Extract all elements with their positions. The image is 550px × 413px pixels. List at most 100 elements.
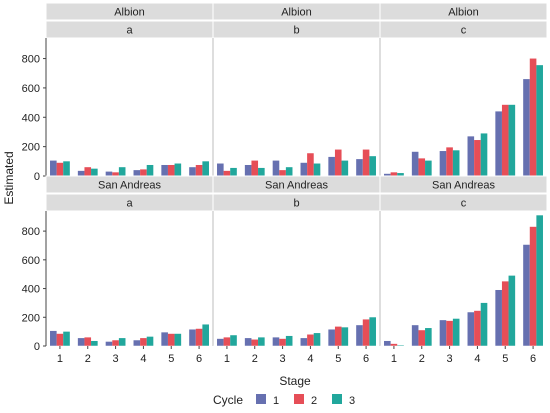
bar [523, 79, 530, 176]
bar [439, 320, 447, 346]
bar [140, 338, 147, 346]
bar [411, 151, 419, 176]
bar [452, 318, 460, 346]
bar [50, 160, 57, 176]
x-tick-label: 4 [140, 353, 146, 365]
bar [307, 334, 314, 346]
bar [523, 244, 530, 346]
bar [313, 163, 321, 176]
x-tick-label: 6 [196, 353, 202, 365]
panel-albion-c: Albion c [379, 2, 548, 177]
legend: Cycle 1 2 3 [213, 393, 355, 407]
facet-strip-row-label: Albion [448, 7, 479, 19]
bar [272, 160, 280, 176]
bar [161, 164, 168, 176]
y-tick-label: 0 [34, 341, 40, 353]
facet-strip-col-label: c [461, 198, 467, 210]
x-tick-label: 6 [363, 353, 369, 365]
bar [105, 341, 113, 346]
bar [536, 215, 543, 346]
bar [467, 312, 475, 346]
bar [334, 326, 342, 346]
facet-strip-row-label: San Andreas [432, 180, 495, 192]
bar [230, 335, 237, 346]
bar [474, 140, 481, 176]
bar [285, 167, 293, 176]
bar [91, 168, 98, 176]
bar [63, 331, 70, 346]
facet-strip-col-label: c [461, 25, 467, 37]
y-tick-label: 0 [34, 171, 40, 183]
bar [140, 169, 147, 176]
bar [223, 337, 231, 346]
bar [480, 302, 488, 346]
y-tick-label: 800 [22, 54, 40, 66]
facet-strip-col-label: b [293, 198, 299, 210]
y-tick-label: 400 [22, 284, 40, 296]
bar [446, 147, 453, 176]
x-tick-label: 6 [530, 353, 536, 365]
bar [390, 172, 398, 176]
legend-swatch [256, 394, 266, 404]
bar [84, 337, 92, 346]
y-tick-label: 600 [22, 255, 40, 267]
bar [251, 339, 259, 346]
bar [189, 167, 196, 176]
panel-san-andreas-b: San Andreas b 1 2 3 4 5 6 [212, 175, 381, 365]
bar [300, 338, 308, 346]
bar [285, 335, 293, 346]
bar [223, 170, 231, 176]
y-tick-label: 800 [22, 226, 40, 238]
bar [397, 173, 404, 176]
legend-label: 2 [311, 395, 317, 407]
bar [452, 150, 460, 176]
bar [480, 133, 488, 176]
bar [91, 340, 98, 346]
bar [529, 58, 537, 176]
x-tick-label: 3 [447, 353, 453, 365]
facet-strip-row-label: San Andreas [98, 180, 161, 192]
bar [300, 162, 308, 176]
bar [508, 104, 516, 176]
bar [217, 163, 224, 176]
x-tick-label: 3 [280, 353, 286, 365]
bar [341, 327, 349, 346]
bar [328, 329, 335, 346]
facet-strip-row-label: Albion [114, 7, 145, 19]
bar [313, 333, 321, 346]
bar [529, 226, 537, 346]
x-tick-label: 3 [113, 353, 119, 365]
bar [411, 325, 419, 346]
bar [307, 153, 314, 176]
bar [425, 328, 432, 346]
bar [112, 172, 119, 176]
bar [174, 333, 182, 346]
bar [439, 151, 447, 176]
bar [279, 170, 286, 176]
bar [56, 333, 64, 346]
bar [133, 340, 141, 346]
bar [84, 167, 92, 176]
bar [384, 173, 391, 176]
bar [195, 164, 203, 176]
facet-strip-col-label: b [293, 25, 299, 37]
bar [495, 289, 502, 346]
y-tick-label: 600 [22, 83, 40, 95]
bar [161, 332, 168, 346]
bar [362, 149, 370, 176]
x-tick-label: 2 [419, 353, 425, 365]
facet-strip-col [379, 193, 548, 212]
bar [495, 111, 502, 176]
bar [174, 163, 182, 176]
panel-san-andreas-a: San Andreas a 0 200 400 600 800 1 2 3 4 5 6 [22, 175, 214, 365]
bar [279, 338, 286, 346]
bar [356, 325, 363, 346]
bar [202, 324, 209, 346]
bar [63, 161, 70, 176]
bar [50, 330, 57, 346]
bar [217, 338, 224, 346]
legend-label: 1 [273, 395, 279, 407]
bar [474, 310, 481, 346]
bar [146, 336, 154, 346]
